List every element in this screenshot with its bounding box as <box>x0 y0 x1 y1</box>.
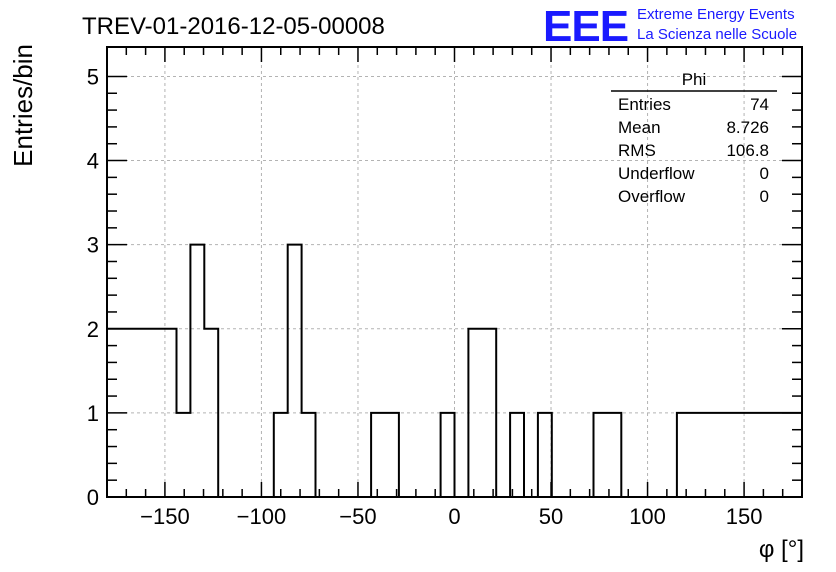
x-tick-label: 100 <box>629 504 666 529</box>
stats-value: 0 <box>760 164 769 183</box>
stats-label: Overflow <box>618 187 686 206</box>
stats-value: 8.726 <box>726 118 769 137</box>
stats-title: Phi <box>682 70 707 89</box>
grid-lines <box>107 47 802 497</box>
x-axis-label: φ [°] <box>759 536 804 563</box>
y-tick-label: 2 <box>87 317 99 342</box>
y-tick-label: 1 <box>87 401 99 426</box>
stats-label: Mean <box>618 118 661 137</box>
stats-label: RMS <box>618 141 656 160</box>
stats-box: Phi Entries 74 Mean 8.726 RMS 106.8 Underflow 0… <box>611 70 777 206</box>
y-tick-label: 0 <box>87 485 99 510</box>
x-tick-label: −150 <box>140 504 190 529</box>
y-tick-label: 3 <box>87 233 99 258</box>
stats-value: 74 <box>750 95 769 114</box>
y-tick-labels: 0 1 2 3 4 5 <box>87 64 99 510</box>
chart-title: TREV-01-2016-12-05-00008 <box>82 13 385 40</box>
x-tick-label: −50 <box>339 504 376 529</box>
stats-rows: Entries 74 Mean 8.726 RMS 106.8 Underflow 0 Over… <box>618 95 769 206</box>
logo-line1: Extreme Energy Events <box>637 6 795 23</box>
logo-mark: EEE <box>543 2 628 51</box>
axis-ticks <box>107 47 802 498</box>
stats-value: 106.8 <box>726 141 769 160</box>
stats-value: 0 <box>760 187 769 206</box>
stats-label: Entries <box>618 95 671 114</box>
x-tick-label: 50 <box>539 504 563 529</box>
y-tick-label: 4 <box>87 149 99 174</box>
eee-logo: EEE Extreme Energy Events La Scienza nel… <box>543 2 797 51</box>
x-tick-label: −100 <box>237 504 287 529</box>
y-tick-label: 5 <box>87 64 99 89</box>
x-tick-label: 0 <box>448 504 460 529</box>
x-tick-labels: −150 −100 −50 0 50 100 150 <box>140 504 762 529</box>
logo-line2: La Scienza nelle Scuole <box>637 26 797 43</box>
stats-label: Underflow <box>618 164 695 183</box>
x-tick-label: 150 <box>726 504 763 529</box>
y-axis-label: Entries/bin <box>8 44 38 167</box>
